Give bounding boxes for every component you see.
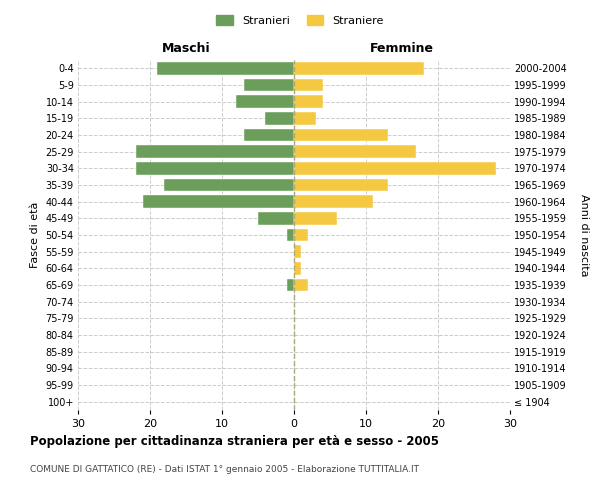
Bar: [143, 196, 294, 208]
Bar: [294, 62, 424, 74]
Legend: Stranieri, Straniere: Stranieri, Straniere: [212, 10, 388, 30]
Bar: [294, 246, 301, 258]
Bar: [294, 179, 388, 192]
Bar: [294, 212, 337, 224]
Bar: [157, 62, 294, 74]
Bar: [294, 146, 416, 158]
Text: Maschi: Maschi: [161, 42, 211, 55]
Y-axis label: Anni di nascita: Anni di nascita: [579, 194, 589, 276]
Text: Popolazione per cittadinanza straniera per età e sesso - 2005: Popolazione per cittadinanza straniera p…: [30, 435, 439, 448]
Text: Femmine: Femmine: [370, 42, 434, 55]
Bar: [136, 146, 294, 158]
Bar: [244, 79, 294, 92]
Bar: [294, 112, 316, 124]
Bar: [294, 229, 308, 241]
Bar: [236, 96, 294, 108]
Bar: [244, 129, 294, 141]
Bar: [294, 96, 323, 108]
Bar: [294, 79, 323, 92]
Bar: [164, 179, 294, 192]
Y-axis label: Fasce di età: Fasce di età: [30, 202, 40, 268]
Bar: [136, 162, 294, 174]
Bar: [294, 129, 388, 141]
Bar: [287, 229, 294, 241]
Text: COMUNE DI GATTATICO (RE) - Dati ISTAT 1° gennaio 2005 - Elaborazione TUTTITALIA.: COMUNE DI GATTATICO (RE) - Dati ISTAT 1°…: [30, 465, 419, 474]
Bar: [294, 162, 496, 174]
Bar: [287, 279, 294, 291]
Bar: [294, 279, 308, 291]
Bar: [258, 212, 294, 224]
Bar: [294, 262, 301, 274]
Bar: [265, 112, 294, 124]
Bar: [294, 196, 373, 208]
